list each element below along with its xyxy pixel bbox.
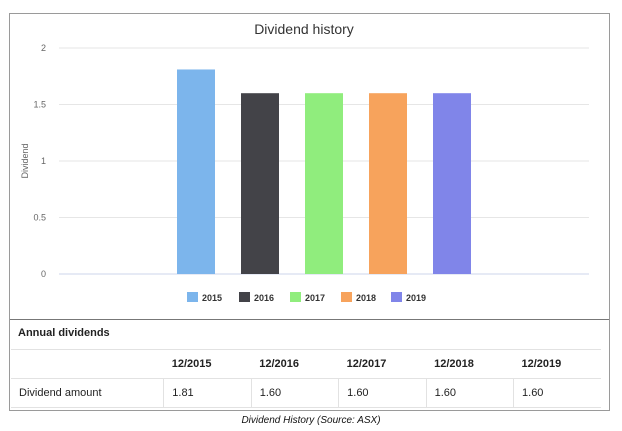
legend-label-2017: 2017	[305, 293, 325, 303]
row-label: Dividend amount	[11, 378, 164, 408]
table-separator	[10, 319, 609, 320]
bar-2018	[369, 93, 407, 274]
bar-2015	[177, 69, 215, 274]
chart-title: Dividend history	[254, 21, 354, 37]
table-header-cell: 12/2015	[163, 349, 252, 379]
table-title: Annual dividends	[18, 327, 110, 339]
y-axis-label: Dividend	[20, 143, 30, 178]
dividend-panel: Dividend history Dividend 0 0.5 1 1.5 2 2015…	[9, 13, 610, 411]
table-cell: 1.60	[425, 378, 514, 408]
legend-label-2016: 2016	[254, 293, 274, 303]
legend-swatch-2016	[239, 292, 250, 302]
bar-2019	[433, 93, 471, 274]
table-cell: 1.60	[338, 378, 427, 408]
table-header-cell: 12/2018	[426, 349, 514, 379]
bar-2017	[305, 93, 343, 274]
table-cell: 1.60	[250, 378, 339, 408]
legend-swatch-2018	[341, 292, 352, 302]
y-axis-ticks: 0 0.5 1 1.5 2	[33, 43, 46, 279]
table-header-cell: 12/2017	[338, 349, 427, 379]
legend-swatch-2017	[290, 292, 301, 302]
legend-label-2019: 2019	[406, 293, 426, 303]
y-tick-label: 1	[41, 156, 46, 166]
legend-swatch-2015	[187, 292, 198, 302]
y-tick-label: 0	[41, 269, 46, 279]
annual-dividends-table: 12/2015 12/2016 12/2017 12/2018 12/2019 …	[11, 349, 601, 408]
table-header-cell: 12/2019	[513, 349, 601, 379]
table-cell: 1.60	[513, 378, 601, 408]
dividend-chart: Dividend history Dividend 0 0.5 1 1.5 2 2015…	[20, 21, 589, 303]
bar-2016	[241, 93, 279, 274]
table-row: Dividend amount 1.81 1.60 1.60 1.60 1.60	[11, 378, 601, 408]
y-tick-label: 2	[41, 43, 46, 53]
y-tick-label: 1.5	[33, 100, 46, 110]
table-cell: 1.81	[163, 378, 252, 408]
legend: 2015 2016 2017 2018 2019	[187, 292, 426, 303]
table-header-row: 12/2015 12/2016 12/2017 12/2018 12/2019	[11, 349, 601, 379]
bars	[177, 69, 471, 274]
legend-label-2018: 2018	[356, 293, 376, 303]
figure-caption: Dividend History (Source: ASX)	[241, 415, 381, 426]
legend-label-2015: 2015	[202, 293, 222, 303]
y-tick-label: 0.5	[33, 213, 46, 223]
legend-swatch-2019	[391, 292, 402, 302]
table-header-cell: 12/2016	[251, 349, 339, 379]
table-header-blank	[11, 349, 164, 379]
